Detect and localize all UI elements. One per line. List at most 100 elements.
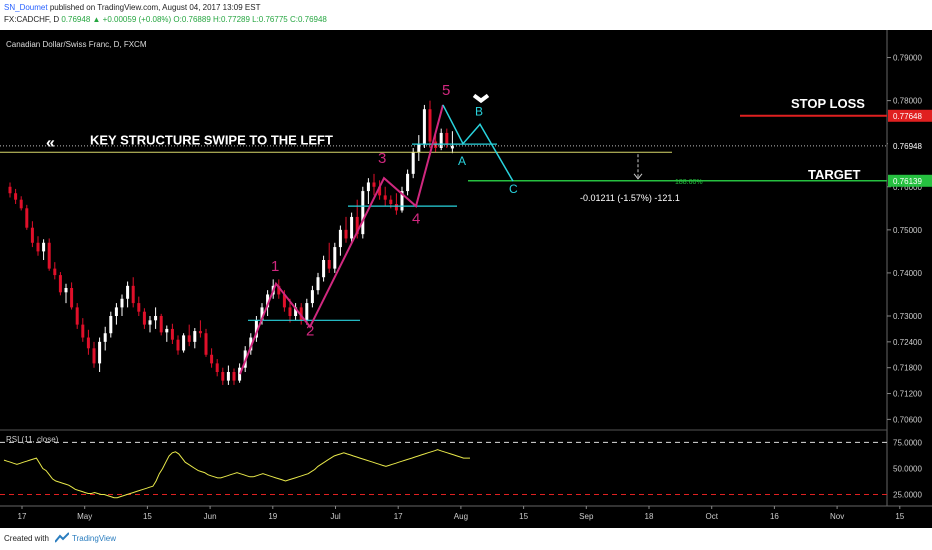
measure-text: -0.01211 (-1.57%) -121.1 (580, 193, 680, 203)
candle-body (350, 216, 354, 239)
candle-body (316, 277, 320, 291)
candle-body (434, 141, 438, 148)
wave-label-1: 1 (271, 258, 279, 275)
candle-body (277, 285, 281, 295)
candle-body (389, 199, 393, 204)
last-price: 0.76948 (61, 15, 91, 24)
candle-body (282, 294, 286, 308)
target-label: TARGET (808, 167, 861, 182)
time-tick-label: Sep (579, 512, 594, 521)
candle-body (165, 328, 169, 333)
candle-body (187, 335, 191, 342)
time-tick-label: Nov (830, 512, 844, 521)
price-tick-label: 0.76000 (893, 183, 922, 192)
fib-level-label: 188.60% (675, 179, 703, 186)
candle-body (445, 132, 449, 144)
candle-body (131, 285, 135, 304)
candle-body (193, 331, 197, 342)
candle-body (109, 316, 113, 334)
candle-body (42, 242, 46, 252)
candle-body (142, 311, 146, 325)
wave-label-2: 2 (306, 322, 314, 339)
price-tick-label: 0.79000 (893, 54, 922, 63)
candle-body (394, 204, 398, 211)
key-structure-label: KEY STRUCTURE SWIPE TO THE LEFT (90, 132, 333, 147)
candle-body (254, 320, 258, 338)
price-change: +0.00059 (+0.08%) (102, 15, 172, 24)
time-tick-label: 15 (895, 512, 904, 521)
elliott-wave-line (239, 104, 444, 375)
candle-body (159, 316, 163, 333)
candle-body (378, 186, 382, 196)
publish-line: SN_Doumet published on TradingView.com, … (4, 3, 260, 12)
rsi-tick-label: 25.0000 (893, 491, 922, 500)
candle-body (215, 363, 219, 372)
tradingview-brand[interactable]: TradingView (72, 534, 117, 543)
candle-body (260, 307, 264, 321)
price-tick-label: 0.72400 (893, 338, 922, 347)
rsi-line (3, 449, 470, 499)
candle-body (422, 109, 426, 144)
candle-body (58, 275, 62, 293)
candle-body (327, 260, 331, 269)
candle-body (294, 307, 298, 316)
candle-body (288, 307, 292, 316)
published-text: published on TradingView.com, August 04,… (49, 3, 261, 12)
candle-body (338, 229, 342, 248)
time-tick-label: Oct (705, 512, 718, 521)
stop-loss-label: STOP LOSS (791, 96, 865, 111)
candle-body (406, 173, 410, 192)
candle-body (75, 307, 79, 325)
rsi-tick-label: 75.0000 (893, 438, 922, 447)
candle-body (103, 333, 107, 342)
price-chart[interactable]: Canadian Dollar/Swiss Franc, D, FXCM 0.79… (0, 30, 932, 528)
candle-body (148, 320, 152, 325)
abc-label-b: B (475, 105, 483, 119)
candle-body (305, 303, 309, 321)
created-with-text: Created with (4, 534, 49, 543)
candle-body (114, 307, 118, 316)
candle-body (36, 242, 40, 252)
candle-body (232, 372, 236, 381)
time-tick-label: 15 (519, 512, 528, 521)
candle-body (238, 367, 242, 381)
wave-label-4: 4 (412, 210, 420, 227)
candle-body (299, 307, 303, 321)
ohlc-values: O:0.76889 H:0.77289 L:0.76775 C:0.76948 (173, 15, 327, 24)
wave-label-3: 3 (378, 150, 386, 167)
candle-body (355, 216, 359, 235)
time-tick-label: 17 (394, 512, 403, 521)
candle-body (47, 242, 51, 269)
candle-body (198, 331, 202, 334)
candle-body (64, 288, 68, 293)
candle-body (30, 227, 34, 243)
candle-body (439, 132, 443, 148)
tradingview-logo-icon (55, 532, 69, 543)
author-link[interactable]: SN_Doumet (4, 3, 48, 12)
candle-body (333, 247, 337, 269)
candle-body (226, 372, 230, 381)
price-tick-label: 0.75000 (893, 226, 922, 235)
candle-body (366, 182, 370, 192)
candle-body (361, 191, 365, 235)
candle-body (170, 328, 174, 340)
candle-body (383, 195, 387, 200)
price-tick-label: 0.71800 (893, 364, 922, 373)
symbol-text: FX:CADCHF, D (4, 15, 60, 24)
candle-body (450, 145, 454, 149)
target-tag (888, 174, 932, 187)
time-tick-label: Aug (454, 512, 468, 521)
abc-label-c: C (509, 182, 518, 196)
current-price-label: 0.76948 (893, 142, 922, 151)
time-tick-label: 18 (645, 512, 654, 521)
candle-body (120, 298, 124, 308)
double-left-arrow-icon: « (46, 134, 55, 151)
symbol-line: FX:CADCHF, D 0.76948 ▲ +0.00059 (+0.08%)… (4, 15, 327, 24)
candle-body (411, 152, 415, 174)
time-tick-label: 19 (268, 512, 277, 521)
time-tick-label: 16 (770, 512, 779, 521)
candle-body (221, 372, 225, 381)
candle-body (14, 193, 18, 200)
wave-label-5: 5 (442, 82, 450, 99)
price-tick-label: 0.74000 (893, 269, 922, 278)
